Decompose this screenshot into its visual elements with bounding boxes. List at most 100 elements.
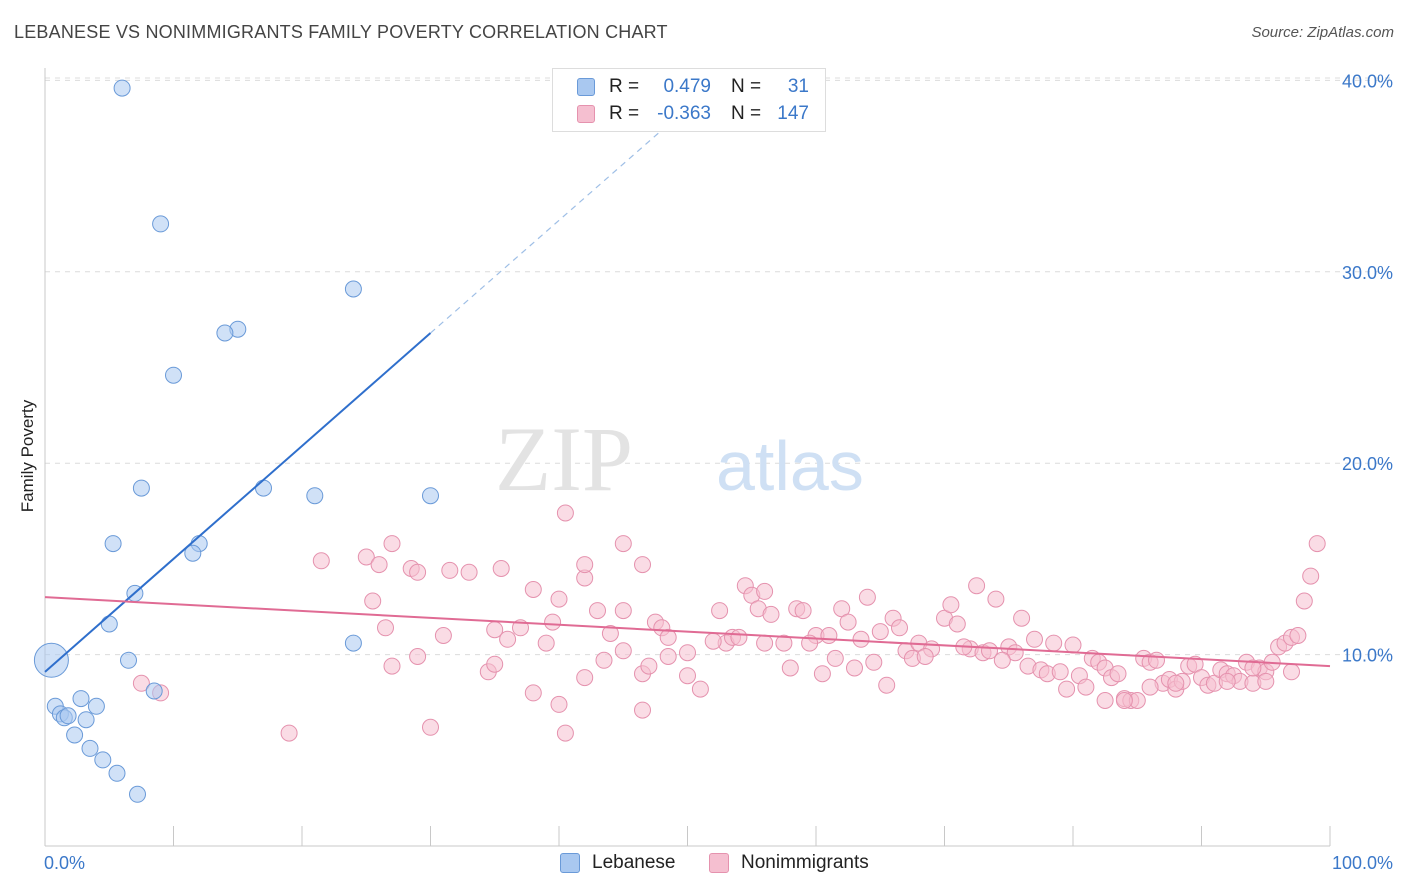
nonimmigrants-point (409, 563, 427, 581)
nonimmigrants-point (132, 674, 150, 692)
nonimmigrants-point (556, 504, 574, 522)
nonimmigrants-point (486, 655, 504, 673)
nonimmigrants-point (1013, 609, 1031, 627)
nonimmigrants-point (589, 602, 606, 620)
nonimmigrants-point (858, 588, 876, 606)
lebanese-point (344, 634, 362, 652)
legend-r-label: R = (609, 76, 640, 97)
lebanese-point (132, 479, 150, 497)
lebanese-point (81, 739, 99, 757)
nonimmigrants-point (383, 535, 401, 553)
lebanese-point (306, 487, 324, 505)
legend-row-nonimmigrants: R = -0.363 N = 147 (577, 102, 809, 126)
legend-swatch-nonimmigrants (577, 105, 595, 123)
x-tick-label: 100.0% (1332, 853, 1393, 873)
nonimmigrants-point (614, 642, 632, 660)
nonimmigrants-point (312, 552, 330, 570)
correlation-legend: R = 0.479 N = 31 R = -0.363 N = 147 (552, 68, 826, 132)
nonimmigrants-point (1283, 663, 1300, 681)
legend-item-nonimmigrants[interactable]: Nonimmigrants (709, 852, 869, 874)
legend-r-value: -0.363 (657, 103, 711, 124)
nonimmigrants-point (1026, 630, 1043, 648)
nonimmigrants-point (891, 619, 908, 637)
nonimmigrants-point (756, 582, 774, 600)
x-tick-label: 0.0% (44, 853, 85, 873)
lebanese-point (165, 366, 182, 384)
nonimmigrants-point (1257, 672, 1275, 690)
nonimmigrants-point (634, 556, 651, 574)
legend-row-lebanese: R = 0.479 N = 31 (577, 75, 809, 99)
nonimmigrants-point (499, 630, 517, 648)
lebanese-point (422, 487, 439, 505)
legend-n-label: N = (731, 76, 762, 97)
nonimmigrants-point (679, 667, 696, 685)
watermark-zip: ZIP (495, 408, 633, 510)
legend-item-lebanese[interactable]: Lebanese (560, 852, 675, 874)
nonimmigrants-point (711, 602, 729, 620)
lebanese-point (255, 479, 272, 497)
series-legend: Lebanese Nonimmigrants (0, 852, 1406, 878)
nonimmigrants-point (1096, 692, 1114, 709)
nonimmigrants-point (556, 724, 574, 742)
nonimmigrants-point (659, 648, 677, 665)
nonimmigrants-point (1051, 663, 1069, 681)
nonimmigrants-point (762, 605, 780, 623)
watermark-atlas: atlas (716, 427, 864, 505)
nonimmigrants-point (987, 590, 1005, 608)
nonimmigrants-point (794, 602, 812, 620)
lebanese-point (72, 690, 90, 708)
nonimmigrants-trend-line (44, 596, 1331, 668)
zipatlas-watermark: ZIP atlas (495, 408, 864, 510)
nonimmigrants-point (1218, 672, 1236, 690)
lebanese-point (33, 642, 69, 678)
nonimmigrants-point (422, 718, 439, 736)
nonimmigrants-point (1058, 680, 1076, 698)
legend-swatch-lebanese (577, 78, 595, 96)
lebanese-point (344, 280, 362, 298)
nonimmigrants-point (704, 632, 722, 650)
legend-r-value: 0.479 (663, 76, 711, 97)
nonimmigrants-point (1115, 692, 1133, 709)
nonimmigrants-point (1167, 674, 1185, 692)
nonimmigrants-point (409, 648, 427, 665)
nonimmigrants-point (377, 619, 394, 637)
nonimmigrants-point (537, 634, 555, 652)
lebanese-point (216, 324, 234, 342)
nonimmigrants-point (1141, 678, 1159, 696)
nonimmigrants-point (659, 628, 677, 646)
legend-r-label: R = (609, 103, 640, 124)
legend-n-value: 147 (777, 103, 809, 124)
nonimmigrants-point (1295, 592, 1313, 610)
nonimmigrants-point (756, 634, 774, 652)
source-label: Source: ZipAtlas.com (1251, 24, 1394, 41)
nonimmigrants-point (383, 657, 401, 675)
nonimmigrants-point (1077, 678, 1095, 696)
nonimmigrants-point (1302, 567, 1320, 585)
legend-n-value: 31 (787, 76, 809, 97)
lebanese-point (129, 785, 146, 803)
nonimmigrants-point (634, 701, 651, 719)
nonimmigrants-point (370, 556, 388, 574)
lebanese-points (33, 79, 439, 803)
nonimmigrants-point (460, 563, 478, 581)
nonimmigrants-point (775, 634, 793, 652)
lebanese-point (108, 764, 126, 782)
grid-lines (45, 77, 1392, 656)
nonimmigrants-point (640, 657, 658, 675)
legend-label-nonimmigrants: Nonimmigrants (741, 852, 869, 873)
nonimmigrants-point (871, 623, 889, 641)
nonimmigrants-point (813, 665, 831, 683)
nonimmigrants-point (524, 581, 542, 598)
nonimmigrants-point (601, 625, 619, 642)
nonimmigrants-point (1045, 634, 1063, 652)
lebanese-point (77, 711, 95, 729)
y-tick-label: 30.0% (1342, 263, 1393, 283)
nonimmigrants-point (1308, 535, 1326, 553)
lebanese-point (104, 535, 122, 553)
nonimmigrants-points (132, 504, 1326, 742)
nonimmigrants-point (679, 644, 696, 662)
nonimmigrants-point (1064, 636, 1082, 654)
lebanese-point (100, 615, 118, 633)
nonimmigrants-point (614, 602, 632, 620)
